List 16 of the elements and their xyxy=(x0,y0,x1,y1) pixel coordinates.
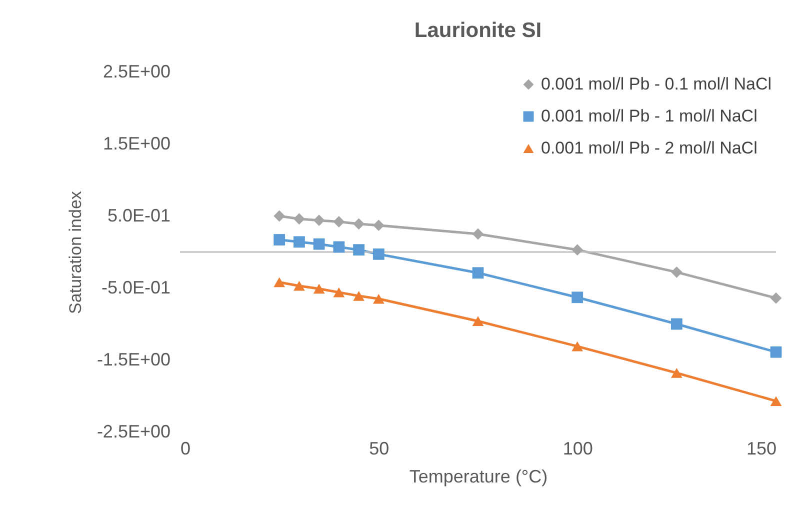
legend-label: 0.001 mol/l Pb - 1 mol/l NaCl xyxy=(541,106,758,126)
y-tick-label: -5.0E-01 xyxy=(101,278,170,298)
y-tick-label: 5.0E-01 xyxy=(107,206,170,226)
x-tick-label: 0 xyxy=(180,438,191,458)
x-tick-label: 100 xyxy=(562,438,593,458)
x-axis-title: Temperature (°C) xyxy=(409,466,548,486)
y-tick-label: 1.5E+00 xyxy=(102,134,170,154)
x-tick-label: 150 xyxy=(746,438,776,458)
legend-label: 0.001 mol/l Pb - 0.1 mol/l NaCl xyxy=(541,74,772,94)
legend-label: 0.001 mol/l Pb - 2 mol/l NaCl xyxy=(541,138,758,158)
y-axis-title: Saturation index xyxy=(66,190,85,314)
y-tick-label: -2.5E+00 xyxy=(96,422,170,442)
y-tick-label: 2.5E+00 xyxy=(102,62,170,82)
y-tick-label: -1.5E+00 xyxy=(96,350,170,370)
x-tick-label: 50 xyxy=(369,438,390,458)
chart-title: Laurionite SI xyxy=(414,19,542,42)
